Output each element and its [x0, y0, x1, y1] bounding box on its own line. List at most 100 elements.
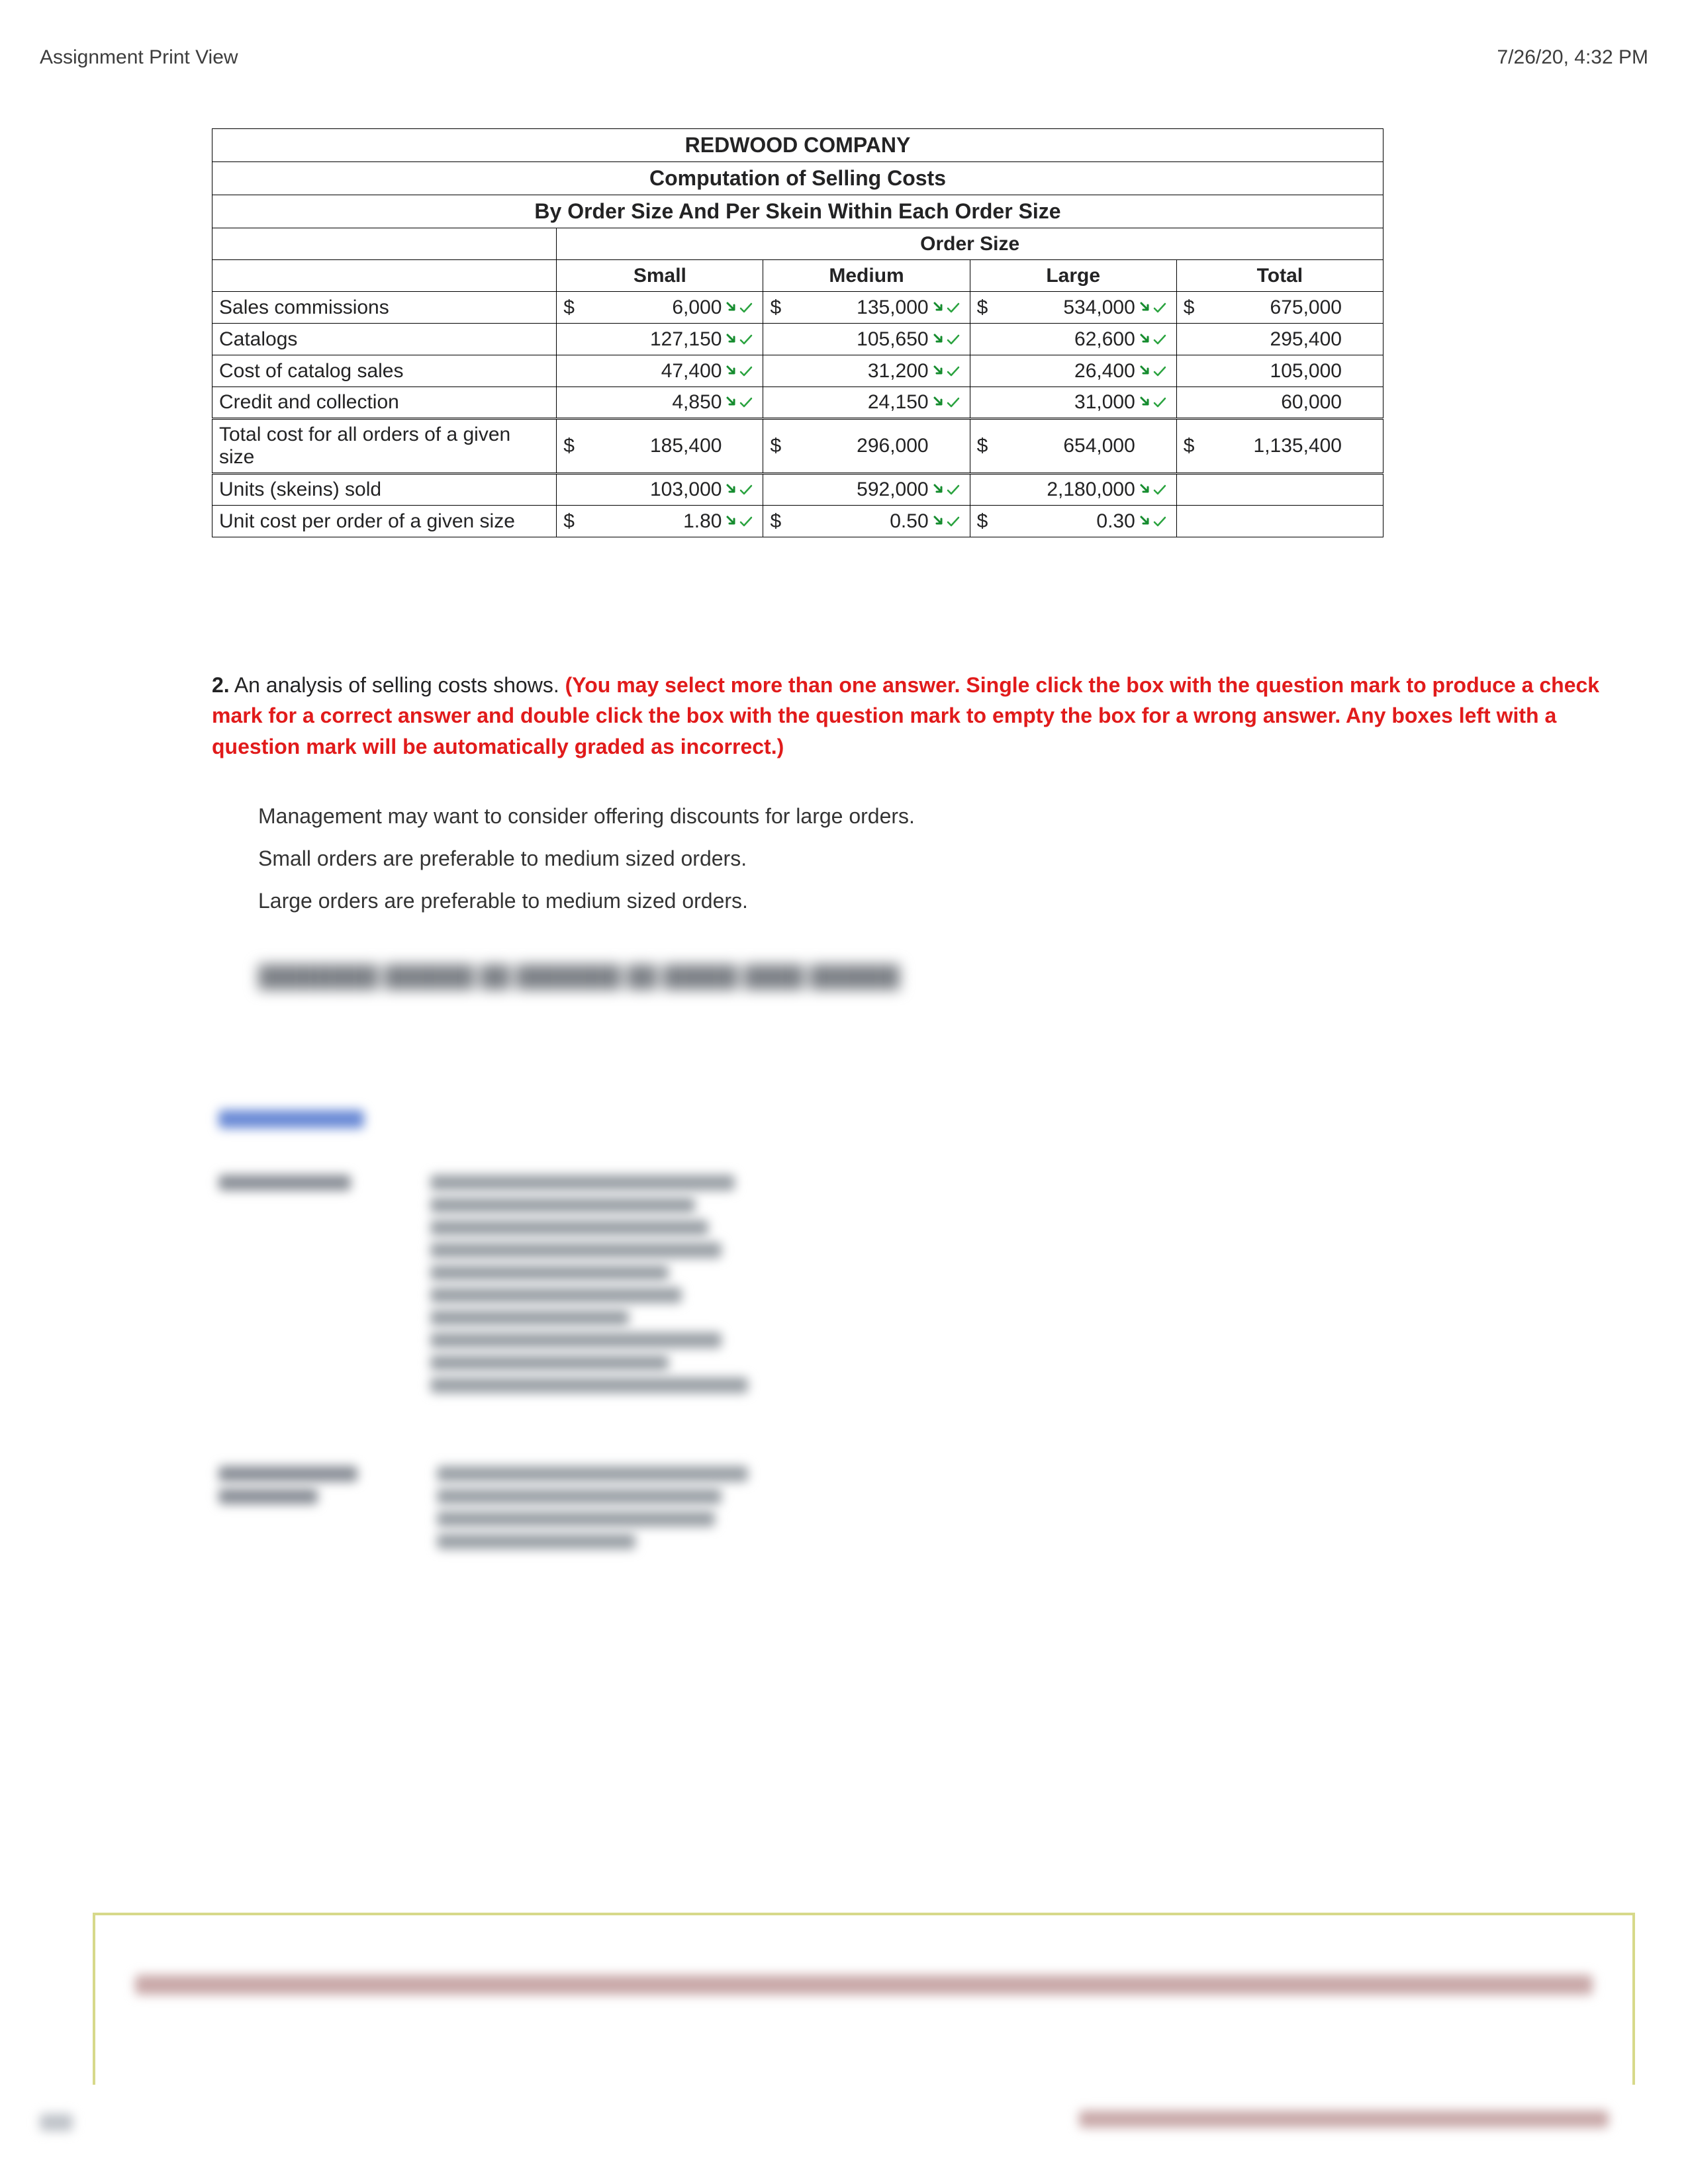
cell-value: 185,400	[581, 435, 723, 457]
blank-header	[212, 228, 557, 260]
column-header: Large	[970, 260, 1176, 292]
question-number: 2.	[212, 673, 230, 697]
data-cell: 295,400	[1176, 324, 1383, 355]
cell-value: 62,600	[994, 328, 1137, 351]
correct-mark-icon	[933, 515, 963, 528]
selling-costs-table: REDWOOD COMPANYComputation of Selling Co…	[212, 128, 1383, 537]
table-title-2: Computation of Selling Costs	[212, 162, 1383, 195]
cell-value: 2,180,000	[994, 478, 1137, 501]
dollar-sign: $	[1184, 296, 1198, 319]
content-area: REDWOOD COMPANYComputation of Selling Co…	[212, 128, 1569, 1556]
cell-value: 675,000	[1201, 296, 1343, 319]
data-cell: $6,000	[557, 292, 763, 324]
table-title-1: REDWOOD COMPANY	[212, 129, 1383, 162]
cell-value: 0.30	[994, 510, 1137, 533]
correct-mark-icon	[1139, 301, 1170, 314]
data-cell: $0.50	[763, 506, 970, 537]
cell-value: 26,400	[994, 360, 1137, 383]
cell-value: 296,000	[787, 435, 929, 457]
next-question-preview	[93, 1913, 1635, 2085]
answer-option[interactable]: Large orders are preferable to medium si…	[258, 880, 1622, 922]
correct-mark-icon	[726, 365, 756, 378]
cell-value: 534,000	[994, 296, 1137, 319]
dollar-sign: $	[770, 510, 784, 533]
correct-mark-icon	[1139, 396, 1170, 409]
cell-value: 31,200	[787, 360, 929, 383]
cell-value: 0.50	[787, 510, 929, 533]
correct-mark-icon	[933, 483, 963, 496]
cell-value: 1,135,400	[1201, 435, 1343, 457]
cell-value: 103,000	[581, 478, 723, 501]
data-cell: 592,000	[763, 474, 970, 506]
data-cell: 103,000	[557, 474, 763, 506]
correct-mark-icon	[933, 365, 963, 378]
cell-value: 60,000	[1201, 391, 1343, 414]
correct-mark-icon	[933, 301, 963, 314]
data-cell: 60,000	[1176, 387, 1383, 419]
data-cell: 24,150	[763, 387, 970, 419]
data-cell: 105,650	[763, 324, 970, 355]
question-block: 2. An analysis of selling costs shows. (…	[212, 670, 1622, 997]
row-label: Units (skeins) sold	[212, 474, 557, 506]
answer-option[interactable]: Small orders are preferable to medium si…	[258, 837, 1622, 880]
dollar-sign: $	[770, 296, 784, 319]
dollar-sign: $	[1184, 435, 1198, 457]
data-cell: $534,000	[970, 292, 1176, 324]
cell-value: 31,000	[994, 391, 1137, 414]
data-cell: 31,000	[970, 387, 1176, 419]
data-cell: 2,180,000	[970, 474, 1176, 506]
answer-blurred: ████████ ██████ ██ ███████ ██ █████ ████…	[258, 955, 1622, 997]
row-label: Catalogs	[212, 324, 557, 355]
data-cell: $654,000	[970, 419, 1176, 474]
correct-mark-icon	[726, 333, 756, 346]
correct-mark-icon	[726, 483, 756, 496]
correct-mark-icon	[726, 301, 756, 314]
row-label: Total cost for all orders of a given siz…	[212, 419, 557, 474]
cell-value: 1.80	[581, 510, 723, 533]
data-cell: $1.80	[557, 506, 763, 537]
data-cell: 127,150	[557, 324, 763, 355]
correct-mark-icon	[933, 333, 963, 346]
ref-body-col	[430, 1168, 748, 1400]
row-label: Sales commissions	[212, 292, 557, 324]
ref-label-col	[218, 1168, 351, 1400]
order-size-header: Order Size	[557, 228, 1383, 260]
page-header: Assignment Print View 7/26/20, 4:32 PM	[40, 46, 1648, 69]
data-cell: $135,000	[763, 292, 970, 324]
blank-header	[212, 260, 557, 292]
cell-value: 127,150	[581, 328, 723, 351]
dollar-sign: $	[977, 510, 992, 533]
correct-mark-icon	[726, 396, 756, 409]
dollar-sign: $	[770, 435, 784, 457]
references-title	[218, 1110, 1569, 1128]
page: Assignment Print View 7/26/20, 4:32 PM R…	[0, 0, 1688, 2184]
cell-value: 24,150	[787, 391, 929, 414]
answer-list: Management may want to consider offering…	[258, 795, 1622, 922]
column-header: Total	[1176, 260, 1383, 292]
cell-value: 4,850	[581, 391, 723, 414]
dollar-sign: $	[977, 435, 992, 457]
dollar-sign: $	[563, 510, 578, 533]
data-cell: $1,135,400	[1176, 419, 1383, 474]
column-header: Medium	[763, 260, 970, 292]
data-cell: 26,400	[970, 355, 1176, 387]
footer-right	[1079, 2104, 1609, 2138]
references-section	[218, 1110, 1569, 1556]
data-cell	[1176, 474, 1383, 506]
correct-mark-icon	[933, 396, 963, 409]
data-cell: 105,000	[1176, 355, 1383, 387]
dollar-sign: $	[563, 435, 578, 457]
cell-value: 295,400	[1201, 328, 1343, 351]
column-header: Small	[557, 260, 763, 292]
ref-body-col-2	[437, 1459, 748, 1556]
data-cell: $0.30	[970, 506, 1176, 537]
data-cell: 62,600	[970, 324, 1176, 355]
answer-option[interactable]: Management may want to consider offering…	[258, 795, 1622, 837]
data-cell: $185,400	[557, 419, 763, 474]
correct-mark-icon	[1139, 365, 1170, 378]
data-cell	[1176, 506, 1383, 537]
correct-mark-icon	[726, 515, 756, 528]
footer-left	[40, 2107, 73, 2138]
data-cell: $675,000	[1176, 292, 1383, 324]
correct-mark-icon	[1139, 515, 1170, 528]
